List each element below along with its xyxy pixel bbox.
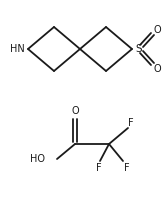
- Text: S: S: [135, 44, 142, 54]
- Text: O: O: [154, 64, 162, 74]
- Text: F: F: [128, 118, 134, 128]
- Text: HO: HO: [30, 154, 45, 164]
- Text: O: O: [71, 106, 79, 116]
- Text: O: O: [154, 25, 162, 35]
- Text: HN: HN: [10, 44, 25, 54]
- Text: F: F: [124, 163, 130, 173]
- Text: F: F: [96, 163, 102, 173]
